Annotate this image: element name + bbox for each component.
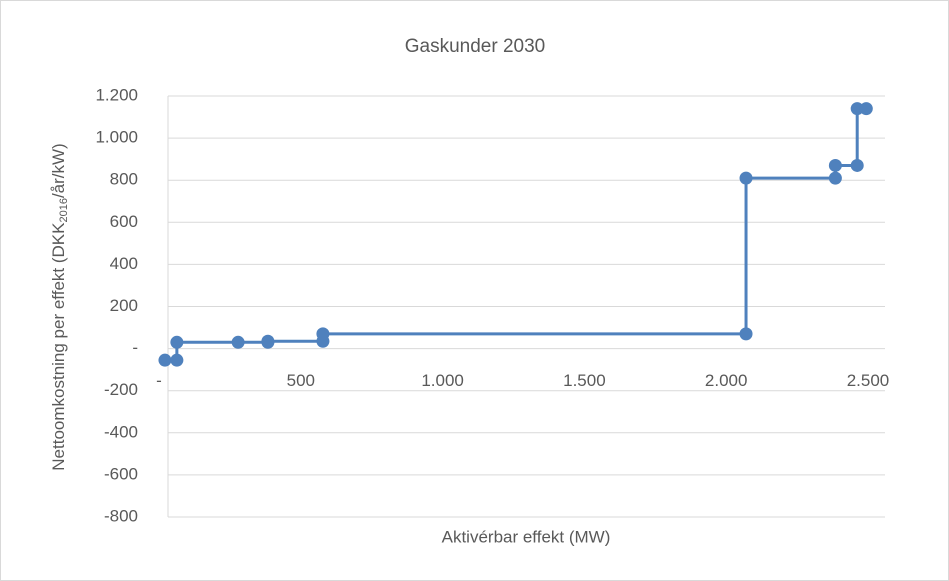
- data-point: [158, 353, 172, 367]
- chart-title: Gaskunder 2030: [405, 36, 546, 57]
- data-point: [859, 102, 873, 116]
- x-tick-label: 1.500: [563, 371, 606, 390]
- x-tick-label: 500: [287, 371, 315, 390]
- data-point: [850, 102, 864, 116]
- y-tick-label: 200: [110, 296, 138, 315]
- y-tick-label: -800: [104, 506, 138, 525]
- y-tick-label: 800: [110, 170, 138, 189]
- data-point: [231, 335, 245, 349]
- data-point: [828, 158, 842, 172]
- y-tick-label: -: [132, 338, 138, 357]
- data-point: [170, 353, 184, 367]
- y-tick-label: 400: [110, 254, 138, 273]
- y-axis-label: Nettoomkostning per effekt (DKK2016/år/k…: [49, 143, 69, 470]
- y-label-part: Nettoomkostning per effekt (DKK: [49, 222, 68, 471]
- data-point: [739, 327, 753, 341]
- y-tick-label: 1.200: [95, 85, 138, 104]
- data-point: [828, 171, 842, 185]
- y-tick-label: -600: [104, 464, 138, 483]
- y-tick-label: -200: [104, 380, 138, 399]
- x-axis-label: Aktivérbar effekt (MW): [442, 527, 611, 546]
- y-tick-label: 600: [110, 212, 138, 231]
- data-point: [316, 327, 330, 341]
- data-point: [261, 334, 275, 348]
- x-tick-label: 2.500: [847, 371, 890, 390]
- x-tick-label: 1.000: [421, 371, 464, 390]
- x-tick-label: -: [156, 371, 162, 390]
- data-point: [850, 158, 864, 172]
- x-tick-label: 2.000: [705, 371, 748, 390]
- data-point: [739, 171, 753, 185]
- y-label-part: /år/kW): [49, 143, 68, 198]
- y-tick-label: 1.000: [95, 128, 138, 147]
- data-point: [170, 335, 184, 349]
- y-tick-label: -400: [104, 422, 138, 441]
- y-label-subscript: 2016: [58, 198, 70, 222]
